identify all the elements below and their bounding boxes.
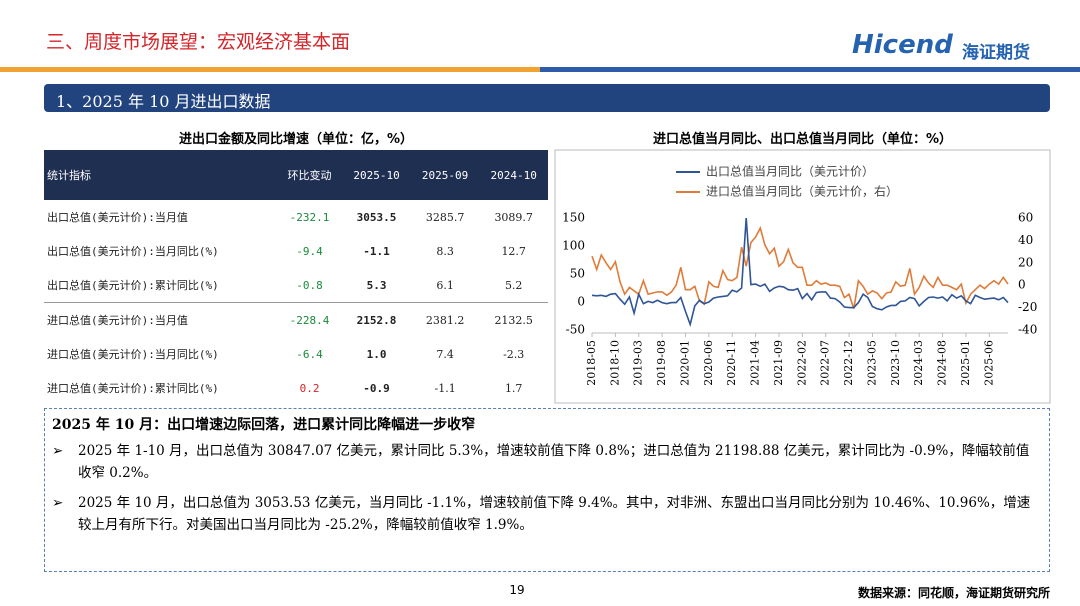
summary-box (44, 408, 1050, 572)
x-tick-label: 2020-11 (725, 340, 738, 386)
table-title: 进出口金额及同比增速（单位：亿，%） (178, 132, 414, 147)
section-bar (44, 84, 1050, 112)
y-tick-label: 150 (562, 211, 585, 225)
y-tick-label: 50 (570, 267, 585, 281)
legend-label: 进口总值当月同比（美元计价，右） (706, 184, 898, 199)
x-tick-label: 2023-10 (889, 340, 902, 386)
table-cell: 5.2 (479, 268, 548, 303)
y-tick-label: 100 (562, 239, 585, 253)
table-row: 出口总值(美元计价):累计同比(%) -0.8 5.3 6.1 5.2 (44, 268, 548, 303)
table-cell: 3285.7 (425, 210, 465, 224)
x-tick-label: 2022-07 (819, 340, 832, 386)
table-cell: 进口总值(美元计价):当月值 (47, 314, 188, 327)
stripe-orange (0, 67, 540, 72)
x-tick-label: 2024-08 (936, 340, 949, 386)
table-cell: -6.4 (296, 347, 323, 361)
bullet-text: 2025 年 1-10 月，出口总值为 30847.07 亿美元，累计同比 5.… (78, 443, 1030, 481)
table-row: 进口总值(美元计价):当月值 -228.4 2152.8 2381.2 2132.5 (44, 303, 548, 338)
stripe-blue (540, 67, 1080, 72)
column-header: 环比变动 (276, 150, 343, 200)
x-tick-label: 2021-04 (749, 340, 762, 386)
data-table: 统计指标 环比变动 2025-10 2025-09 2024-10 出口总值(美元计价):… (44, 150, 548, 405)
table-cell: -0.8 (276, 268, 343, 303)
bullet-marker: ➢ (52, 495, 64, 511)
x-tick-label: 2021-09 (772, 340, 785, 386)
y2-tick-label: -20 (1018, 300, 1037, 314)
y2-tick-label: 0 (1018, 278, 1026, 292)
bullet: ➢ 2025 年 1-10 月，出口总值为 30847.07 亿美元，累计同比 5… (52, 440, 1042, 484)
x-tick-label: 2020-06 (702, 340, 715, 386)
column-header: 2024-10 (479, 150, 548, 200)
y-tick-label: 0 (577, 295, 585, 309)
column-header: 2025-09 (410, 150, 480, 200)
table-cell: -9.4 (296, 244, 323, 258)
logo-en: Hicend (852, 30, 953, 60)
x-tick-label: 2019-03 (632, 340, 645, 386)
table-cell: -1.1 (363, 244, 390, 258)
table-cell: 5.3 (342, 268, 411, 303)
column-header: 2025-10 (342, 150, 411, 200)
series-line (591, 217, 1009, 328)
table-cell: 3053.5 (356, 210, 397, 224)
table-cell: -228.4 (289, 313, 330, 327)
x-tick-label: 2022-12 (842, 340, 855, 386)
table-cell: 1.0 (366, 347, 387, 361)
y-tick-label: -50 (566, 323, 585, 337)
x-tick-label: 2019-08 (655, 340, 668, 386)
table-cell: 2381.2 (425, 313, 465, 327)
table-cell: 出口总值(美元计价):当月同比(%) (47, 245, 219, 258)
legend-label: 出口总值当月同比（美元计价） (706, 164, 874, 179)
bullet-text: 2025 年 10 月，出口总值为 3053.53 亿美元，当月同比 -1.1%… (78, 495, 1031, 533)
slide-title: 三、周度市场展望：宏观经济基本面 (46, 31, 351, 53)
column-header: 统计指标 (44, 150, 277, 200)
table-cell: 6.1 (410, 268, 480, 303)
table-cell: -2.3 (503, 347, 525, 361)
x-tick-label: 2025-06 (982, 340, 995, 386)
chart-frame (554, 149, 1051, 404)
table-row: 出口总值(美元计价):当月值 -232.1 3053.5 3285.7 3089.7 (44, 200, 548, 234)
table-cell: -1.1 (434, 381, 456, 395)
table-cell: 3089.7 (494, 210, 533, 224)
y2-tick-label: 60 (1018, 211, 1033, 225)
y2-tick-label: 20 (1018, 255, 1033, 269)
table-row: 进口总值(美元计价):累计同比(%) 0.2 -0.9 -1.1 1.7 (44, 371, 548, 405)
logo-cn: 海证期货 (962, 43, 1030, 63)
section-title: 1、2025 年 10 月进出口数据 (56, 92, 271, 111)
bullet-list: ➢ 2025 年 1-10 月，出口总值为 30847.07 亿美元，累计同比 5… (52, 440, 1042, 544)
x-tick-label: 2025-01 (959, 340, 972, 386)
x-tick-label: 2024-03 (912, 340, 925, 386)
table-cell: -232.1 (289, 210, 330, 224)
summary-title: 2025 年 10 月：出口增速边际回落，进口累计同比降幅进一步收窄 (52, 417, 476, 433)
table-cell: 0.2 (299, 381, 320, 395)
x-tick-label: 2020-01 (678, 340, 691, 386)
bullet: ➢ 2025 年 10 月，出口总值为 3053.53 亿美元，当月同比 -1.1… (52, 492, 1042, 536)
table-cell: 8.3 (436, 244, 454, 258)
table-cell: 进口总值(美元计价):当月同比(%) (47, 348, 219, 361)
table-cell: -0.9 (363, 381, 390, 395)
chart-title: 进口总值当月同比、出口总值当月同比（单位：%） (652, 132, 953, 147)
table-cell: 进口总值(美元计价):累计同比(%) (47, 382, 219, 395)
page-number: 19 (509, 583, 525, 597)
bullet-marker: ➢ (52, 443, 64, 459)
series-line (591, 225, 1009, 309)
x-tick-label: 2022-02 (795, 340, 808, 386)
source: 数据来源：同花顺，海证期货研究所 (857, 586, 1050, 600)
y2-tick-label: -40 (1018, 323, 1037, 337)
table-cell: 12.7 (501, 244, 526, 258)
table-cell: 7.4 (436, 347, 454, 361)
table-row: 进口总值(美元计价):当月同比(%) -6.4 1.0 7.4 -2.3 (44, 337, 548, 371)
x-tick-label: 2018-05 (585, 340, 598, 386)
table-row: 出口总值(美元计价):当月同比(%) -9.4 -1.1 8.3 12.7 (44, 234, 548, 268)
y2-tick-label: 40 (1018, 233, 1033, 247)
table-cell: 1.7 (504, 381, 523, 395)
table-cell: 出口总值(美元计价):累计同比(%) (44, 268, 277, 303)
table-cell: 出口总值(美元计价):当月值 (47, 211, 188, 224)
x-tick-label: 2018-10 (608, 340, 621, 386)
table-cell: 2152.8 (356, 313, 397, 327)
table-cell: 2132.5 (494, 313, 533, 327)
x-tick-label: 2023-05 (865, 340, 878, 386)
